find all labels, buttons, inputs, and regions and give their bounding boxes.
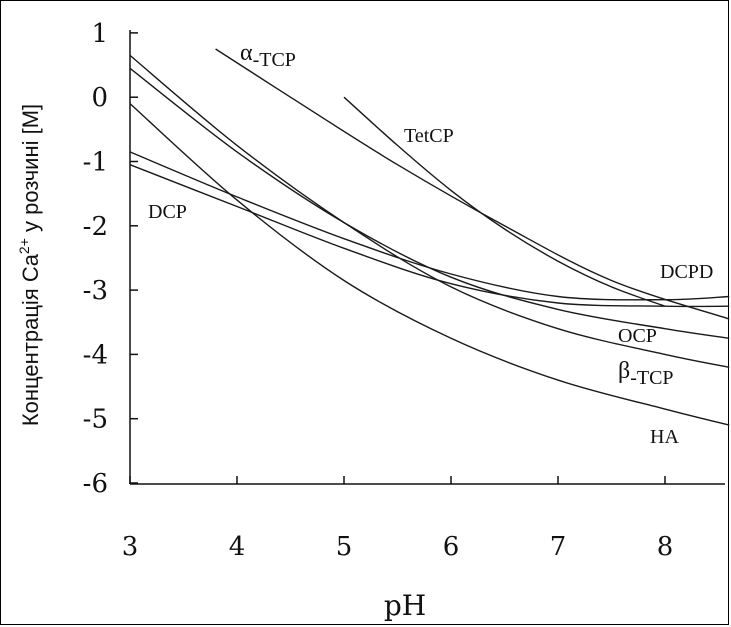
x-tick-label: 8 (657, 532, 674, 562)
beta-suffix: -TCP (630, 367, 673, 389)
x-axis-label: pH (384, 589, 426, 622)
y-ticks: 1 0 -1 -2 -3 -4 -5 -6 (83, 19, 138, 499)
x-tick-label: 6 (443, 532, 460, 562)
series-labels: α-TCP TetCP DCPD DCP OCP β-TCP HA (148, 40, 713, 448)
series-label-dcpd: DCPD (660, 261, 713, 283)
y-label-post: у розчині [M] (18, 104, 43, 238)
y-label-pre: Концентрація Ca (18, 253, 43, 426)
series-line-dcp (129, 164, 730, 308)
y-tick-label: 0 (91, 83, 108, 113)
y-label-sup: 2+ (16, 238, 32, 254)
series-line-tetcp (343, 96, 666, 307)
y-tick-label: 1 (91, 19, 108, 49)
y-tick-label: -6 (83, 469, 108, 499)
series-label-beta-tcp: β-TCP (618, 358, 674, 389)
series-line-dcpd (129, 151, 730, 301)
x-tick-label: 5 (336, 532, 353, 562)
x-tick-label: 7 (550, 532, 567, 562)
x-tick-label: 4 (229, 532, 246, 562)
series-line-ha (129, 103, 730, 426)
series-label-ha: HA (650, 426, 679, 448)
series-line-alpha-tcp (215, 48, 730, 320)
x-tick-label: 3 (122, 532, 139, 562)
x-ticks: 3 4 5 6 7 8 (122, 476, 674, 562)
alpha-symbol: α (240, 40, 253, 66)
y-axis-label: Концентрація Ca2+ у розчині [M] (16, 104, 43, 426)
axes (129, 30, 725, 485)
series-lines (129, 48, 730, 426)
series-label-ocp: OCP (618, 325, 657, 347)
series-line-ocp (129, 67, 730, 339)
series-label-dcp: DCP (148, 201, 187, 223)
series-line-beta-tcp (129, 54, 730, 368)
y-tick-label: -1 (83, 148, 108, 178)
y-tick-label: -5 (83, 405, 108, 435)
series-label-alpha-tcp: α-TCP (240, 40, 296, 71)
beta-symbol: β (618, 358, 630, 384)
y-tick-label: -2 (83, 212, 108, 242)
series-label-tetcp: TetCP (404, 125, 454, 147)
y-tick-label: -4 (83, 340, 108, 370)
y-tick-label: -3 (83, 276, 108, 306)
alpha-suffix: -TCP (253, 49, 296, 71)
